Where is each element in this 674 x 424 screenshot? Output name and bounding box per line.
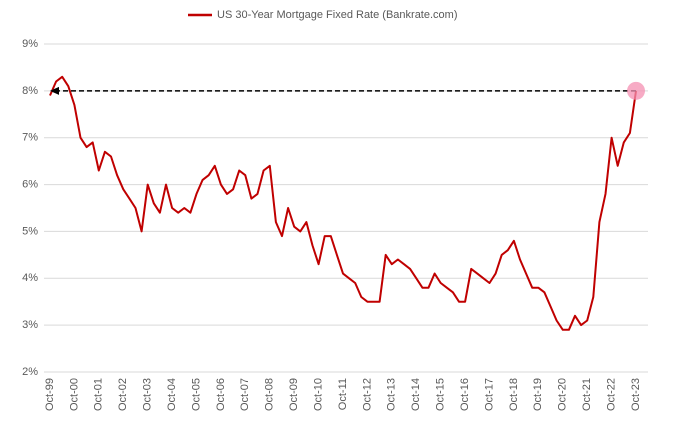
y-tick-label: 6% (22, 178, 38, 190)
x-tick-label: Oct-99 (44, 378, 56, 411)
x-tick-label: Oct-05 (190, 378, 202, 411)
highlight-marker (627, 81, 645, 100)
arrow-head (50, 86, 59, 95)
legend-label: US 30-Year Mortgage Fixed Rate (Bankrate… (217, 9, 457, 21)
x-tick-label: Oct-00 (68, 378, 80, 411)
x-tick-label: Oct-02 (117, 378, 129, 411)
y-tick-label: 8% (22, 85, 38, 97)
x-tick-label: Oct-01 (93, 378, 105, 411)
x-tick-label: Oct-16 (459, 378, 471, 411)
x-tick-label: Oct-10 (312, 378, 324, 411)
x-tick-label: Oct-21 (581, 378, 593, 411)
x-tick-label: Oct-07 (239, 378, 251, 411)
x-tick-label: Oct-09 (288, 378, 300, 411)
y-tick-label: 3% (22, 319, 38, 331)
y-tick-label: 2% (22, 366, 38, 378)
x-tick-label: Oct-11 (337, 378, 349, 410)
x-tick-label: Oct-15 (435, 378, 447, 411)
x-tick-label: Oct-14 (410, 378, 422, 411)
x-tick-label: Oct-22 (605, 378, 617, 411)
x-tick-label: Oct-12 (361, 378, 373, 411)
y-tick-label: 5% (22, 225, 38, 237)
x-tick-label: Oct-06 (215, 378, 227, 411)
x-tick-label: Oct-13 (386, 378, 398, 411)
x-tick-label: Oct-19 (532, 378, 544, 411)
y-tick-label: 4% (22, 272, 38, 284)
x-tick-label: Oct-08 (264, 378, 276, 411)
x-tick-label: Oct-23 (630, 378, 642, 411)
x-tick-label: Oct-18 (508, 378, 520, 411)
x-tick-label: Oct-17 (483, 378, 495, 411)
x-tick-label: Oct-04 (166, 378, 178, 411)
x-tick-label: Oct-03 (142, 378, 154, 411)
x-tick-label: Oct-20 (557, 378, 569, 411)
line-series (49, 75, 637, 331)
y-tick-label: 9% (22, 38, 38, 50)
y-tick-label: 7% (22, 132, 38, 144)
